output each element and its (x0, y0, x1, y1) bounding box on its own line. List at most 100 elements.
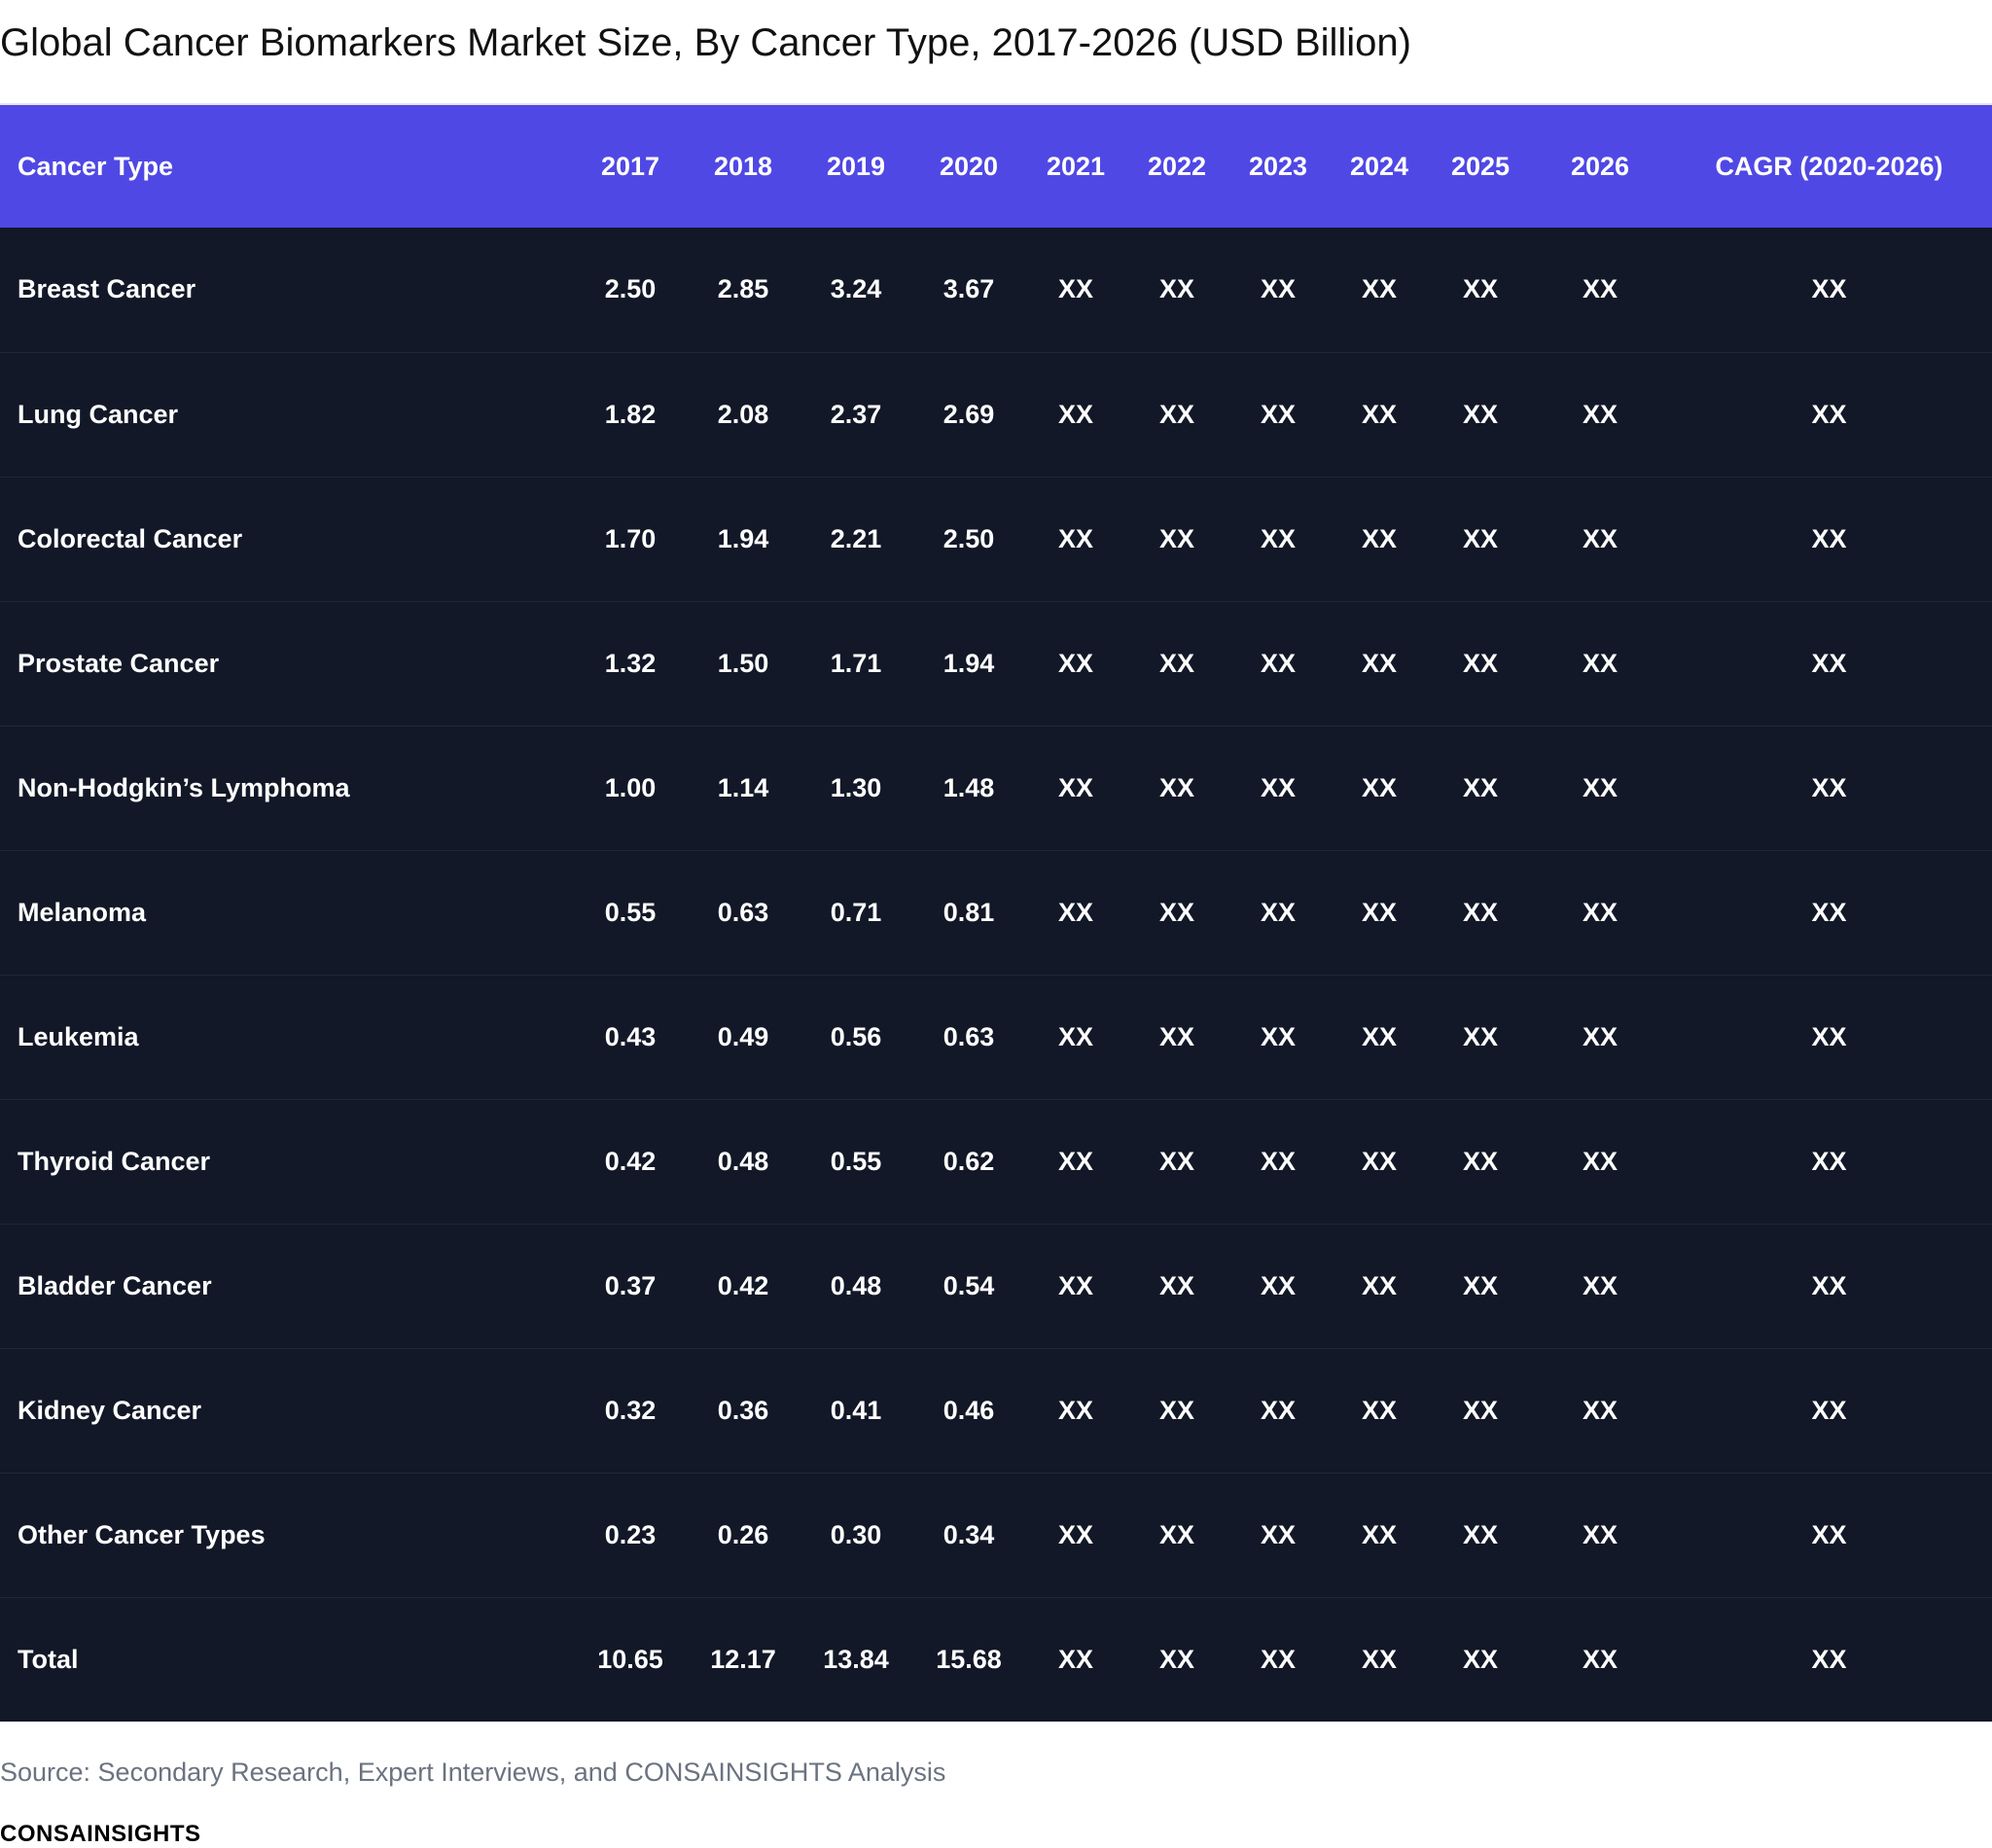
table-cell: 0.43 (604, 1021, 657, 1051)
table-cell: XX (1811, 399, 1847, 429)
table-cell: XX (1361, 1021, 1398, 1051)
table-cell: 0.56 (830, 1021, 882, 1051)
table-row: Lung Cancer 1.82 2.08 2.37 2.69 XX XX XX XX XX XX X… (0, 352, 1992, 477)
table-row: Breast Cancer 2.50 2.85 3.24 3.67 XX XX XX XX XX X… (0, 228, 1992, 352)
table-cell: XX (1361, 523, 1398, 553)
row-label: Other Cancer Types (18, 1519, 266, 1549)
table-cell: 0.63 (943, 1021, 995, 1051)
table-cell: XX (1260, 1519, 1297, 1549)
table-cell: XX (1582, 1395, 1618, 1425)
column-header: 2025 (1450, 151, 1511, 181)
table-row: Thyroid Cancer 0.42 0.48 0.55 0.62 XX XX XX XX XX… (0, 1099, 1992, 1224)
table-cell: XX (1260, 523, 1297, 553)
table-cell: 0.81 (943, 897, 995, 927)
table-cell: XX (1582, 1021, 1618, 1051)
table-cell: XX (1260, 772, 1297, 802)
table-cell: XX (1158, 772, 1195, 802)
table-cell: XX (1260, 1395, 1297, 1425)
table-cell: XX (1811, 1146, 1847, 1176)
row-label: Lung Cancer (18, 399, 179, 429)
table-cell: 1.30 (830, 772, 882, 802)
market-size-table: Cancer Type 2017 2018 2019 2020 2021 2022 2023 2… (0, 105, 1992, 1722)
table-cell: XX (1811, 648, 1847, 678)
table-cell: 3.67 (943, 274, 995, 304)
table-cell: 0.48 (830, 1270, 882, 1300)
table-cell: 0.34 (943, 1519, 995, 1549)
table-cell: XX (1582, 523, 1618, 553)
table-cell: XX (1361, 648, 1398, 678)
table-cell: 0.48 (717, 1146, 769, 1176)
table-cell: 1.50 (717, 648, 769, 678)
table-row: Non-Hodgkin’s Lymphoma 1.00 1.14 1.30 1.48 XX… (0, 726, 1992, 850)
column-header: CAGR (2020-2026) (1715, 151, 1943, 181)
table-cell: 0.26 (717, 1519, 769, 1549)
table-cell: 0.49 (717, 1021, 769, 1051)
table-cell: XX (1057, 772, 1094, 802)
column-header: 2018 (713, 151, 773, 181)
table-cell: 0.71 (830, 897, 882, 927)
table-cell: 2.08 (717, 399, 769, 429)
table-cell: XX (1582, 772, 1618, 802)
table-cell: XX (1057, 274, 1094, 304)
table-cell: XX (1811, 1519, 1847, 1549)
table-cell: 0.42 (717, 1270, 769, 1300)
table-row: Prostate Cancer 1.32 1.50 1.71 1.94 XX XX XX XX X… (0, 601, 1992, 726)
column-header: 2023 (1248, 151, 1308, 181)
table-cell: 1.48 (943, 772, 995, 802)
table-cell: 1.71 (830, 648, 882, 678)
table-cell: XX (1462, 1270, 1499, 1300)
table-cell: XX (1811, 523, 1847, 553)
table-cell: 0.30 (830, 1519, 882, 1549)
column-header: 2020 (939, 151, 999, 181)
table-cell: XX (1057, 1146, 1094, 1176)
table-cell: XX (1811, 274, 1847, 304)
table-cell: XX (1158, 648, 1195, 678)
table-cell: XX (1811, 1270, 1847, 1300)
table-row: Total 10.65 12.17 13.84 15.68 XX XX XX XX XX XX XX (0, 1597, 1992, 1722)
table-cell: XX (1462, 1644, 1499, 1674)
table-cell: XX (1158, 1644, 1195, 1674)
table-cell: XX (1158, 1519, 1195, 1549)
table-cell: XX (1361, 1395, 1398, 1425)
table-cell: XX (1582, 1519, 1618, 1549)
table-cell: XX (1057, 648, 1094, 678)
table-cell: XX (1361, 1146, 1398, 1176)
table-row: Melanoma 0.55 0.63 0.71 0.81 XX XX XX XX XX XX XX (0, 850, 1992, 975)
row-label: Prostate Cancer (18, 648, 220, 678)
table-cell: XX (1811, 1021, 1847, 1051)
table-cell: XX (1057, 897, 1094, 927)
row-label: Total (18, 1644, 79, 1674)
table-cell: 2.50 (943, 523, 995, 553)
table-cell: XX (1361, 399, 1398, 429)
table-cell: 0.42 (604, 1146, 657, 1176)
table-cell: 1.70 (604, 523, 657, 553)
row-label: Thyroid Cancer (18, 1146, 211, 1176)
table-cell: XX (1057, 1519, 1094, 1549)
table-cell: XX (1260, 399, 1297, 429)
table-cell: XX (1462, 1146, 1499, 1176)
table-cell: XX (1361, 897, 1398, 927)
table-cell: 15.68 (936, 1644, 1002, 1674)
table-cell: 0.37 (604, 1270, 657, 1300)
table-row: Colorectal Cancer 1.70 1.94 2.21 2.50 XX XX XX X… (0, 477, 1992, 601)
table-row: Other Cancer Types 0.23 0.26 0.30 0.34 XX XX XX… (0, 1473, 1992, 1597)
table-cell: XX (1582, 274, 1618, 304)
table-cell: XX (1582, 1270, 1618, 1300)
table-cell: 0.32 (604, 1395, 657, 1425)
column-header: 2026 (1570, 151, 1630, 181)
row-label: Non-Hodgkin’s Lymphoma (18, 772, 350, 802)
table-header-row: Cancer Type 2017 2018 2019 2020 2021 2022 2023 2… (0, 105, 1992, 228)
table-cell: XX (1811, 1395, 1847, 1425)
column-header: 2024 (1349, 151, 1409, 181)
table-row: Leukemia 0.43 0.49 0.56 0.63 XX XX XX XX XX XX XX (0, 975, 1992, 1099)
table-cell: XX (1260, 1644, 1297, 1674)
table-cell: 1.94 (717, 523, 769, 553)
table-cell: 10.65 (597, 1644, 663, 1674)
table-cell: XX (1057, 1644, 1094, 1674)
table-cell: XX (1158, 1021, 1195, 1051)
row-label: Kidney Cancer (18, 1395, 202, 1425)
column-header: Cancer Type (18, 151, 174, 181)
table-cell: XX (1462, 399, 1499, 429)
table-cell: XX (1462, 1395, 1499, 1425)
table-cell: 1.32 (604, 648, 657, 678)
